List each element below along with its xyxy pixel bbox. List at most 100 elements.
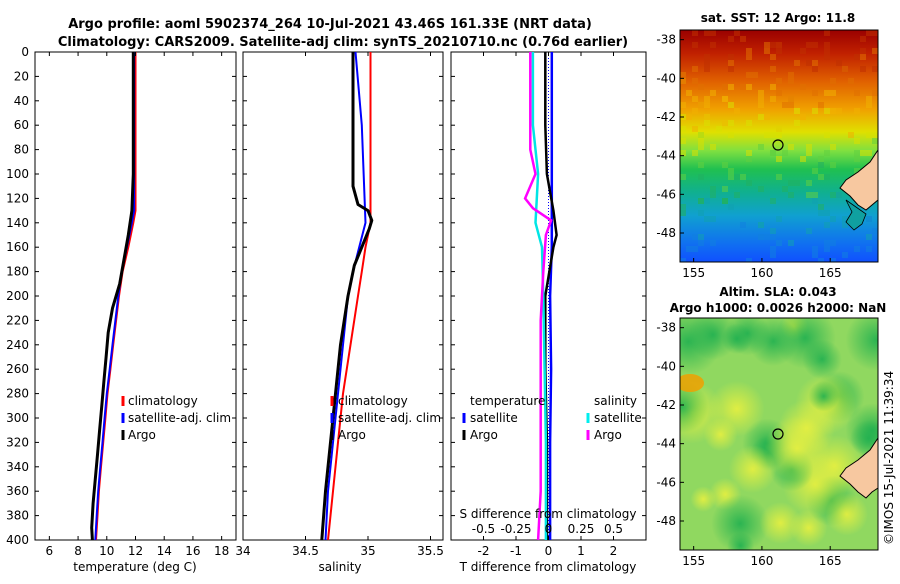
sst-pixel — [848, 78, 854, 84]
sst-pixel — [776, 78, 782, 84]
map-y-tick-label: -40 — [656, 71, 676, 85]
sst-pixel — [824, 240, 830, 246]
sst-pixel — [716, 126, 722, 132]
sst-pixel — [746, 48, 752, 54]
legend-argo: Argo — [128, 428, 156, 442]
x-tick-label: 6 — [46, 544, 54, 558]
legend-satellite-adj-clim: satellite-adj. clim — [338, 411, 441, 425]
sst-pixel — [824, 210, 830, 216]
temperature-diff-legend: temperature satellite Argo — [462, 394, 545, 442]
sst-pixel — [866, 102, 872, 108]
x-tick-label: -2 — [478, 544, 490, 558]
sst-pixel — [680, 72, 686, 78]
sst-pixel — [842, 216, 848, 222]
sst-pixel — [698, 240, 704, 246]
depth-tick-label: 380 — [6, 509, 29, 523]
sst-pixel — [800, 156, 806, 162]
sst-pixel — [812, 192, 818, 198]
map-y-tick-label: -46 — [656, 475, 676, 489]
sst-pixel — [728, 60, 734, 66]
sla-blob — [687, 318, 739, 360]
sst-pixel — [746, 258, 752, 262]
sst-pixel — [812, 246, 818, 252]
sst-pixel — [866, 30, 872, 36]
sst-pixel — [824, 174, 830, 180]
sst-pixel — [692, 246, 698, 252]
sst-pixel — [710, 240, 716, 246]
sst-pixel — [680, 150, 686, 156]
map-y-tick-label: -48 — [656, 514, 676, 528]
sst-pixel — [692, 150, 698, 156]
sst-pixel — [698, 102, 704, 108]
x-tick-label: 16 — [185, 544, 200, 558]
sst-pixel — [776, 42, 782, 48]
legend-temperature-title: temperature — [470, 394, 545, 408]
sst-pixel — [746, 54, 752, 60]
sst-pixel — [740, 174, 746, 180]
series-line-argo — [320, 52, 374, 541]
sst-pixel — [866, 216, 872, 222]
sst-pixel — [692, 234, 698, 240]
sst-pixel — [704, 60, 710, 66]
sst-pixel — [872, 48, 878, 54]
map-x-tick-label: 165 — [819, 266, 842, 280]
sst-pixel — [770, 150, 776, 156]
sst-pixel — [698, 174, 704, 180]
sst-pixel — [824, 150, 830, 156]
map-y-tick-label: -44 — [656, 437, 676, 451]
sst-pixel — [740, 36, 746, 42]
sst-pixel — [770, 252, 776, 258]
sst-pixel — [740, 84, 746, 90]
sst-pixel — [758, 222, 764, 228]
map-y-tick-label: -44 — [656, 149, 676, 163]
sst-pixel — [770, 42, 776, 48]
sst-pixel — [704, 96, 710, 102]
sst-pixel — [710, 144, 716, 150]
sst-pixel — [770, 96, 776, 102]
sst-pixel — [722, 84, 728, 90]
sst-pixel — [734, 192, 740, 198]
sst-pixel — [854, 54, 860, 60]
sst-pixel — [800, 48, 806, 54]
x-tick-label: 34 — [235, 544, 250, 558]
sst-pixel — [866, 150, 872, 156]
sst-pixel — [770, 54, 776, 60]
sst-pixel — [854, 108, 860, 114]
depth-tick-label: 340 — [6, 460, 29, 474]
sla-blob — [825, 493, 869, 536]
legend-t-satellite: satellite — [470, 411, 518, 425]
sst-pixel — [680, 126, 686, 132]
sst-pixel — [698, 144, 704, 150]
sla-blob — [690, 486, 717, 512]
sst-pixel — [680, 78, 686, 84]
sst-pixel — [686, 246, 692, 252]
sst-pixel — [824, 54, 830, 60]
sla-blob — [711, 494, 769, 550]
depth-tick-label: 100 — [6, 167, 29, 181]
depth-tick-label: 60 — [14, 118, 29, 132]
depth-tick-label: 40 — [14, 94, 29, 108]
sst-pixel — [746, 156, 752, 162]
diff-series-s-argo — [523, 52, 553, 541]
sst-pixel — [698, 162, 704, 168]
sst-pixel — [818, 174, 824, 180]
sst-pixel — [692, 126, 698, 132]
sst-map-title: sat. SST: 12 Argo: 11.8 — [701, 11, 855, 25]
sst-pixel — [872, 132, 878, 138]
sst-pixel — [824, 132, 830, 138]
temperature-legend: climatology satellite-adj. clim Argo — [121, 394, 231, 442]
sst-pixel — [770, 66, 776, 72]
argo-position-marker — [772, 428, 784, 440]
map-x-tick-label: 155 — [682, 554, 705, 568]
sst-pixel — [788, 144, 794, 150]
sst-pixel — [698, 210, 704, 216]
sst-pixel — [818, 258, 824, 262]
sst-pixel — [824, 108, 830, 114]
sst-pixel — [680, 102, 686, 108]
sst-pixel — [794, 120, 800, 126]
x-tick-label: 8 — [74, 544, 82, 558]
diff-series-t-satellite — [548, 52, 554, 540]
sst-pixel — [818, 162, 824, 168]
difference-panel: -2 -1 0 1 2 -0.5 -0.25 0 0.25 0.5 S difference f… — [450, 51, 647, 574]
